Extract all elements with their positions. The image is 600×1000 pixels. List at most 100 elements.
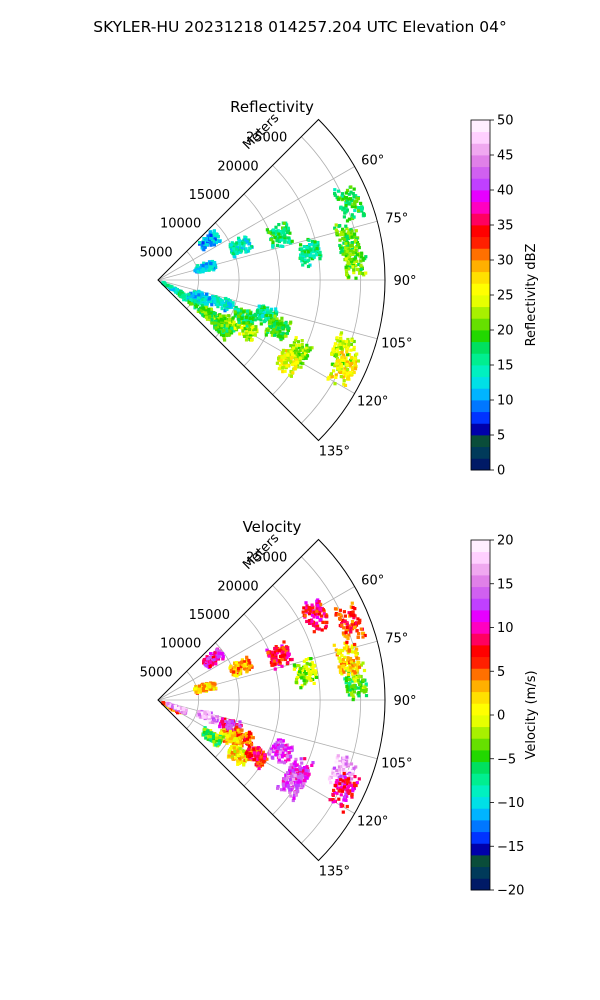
radar-gate	[344, 242, 348, 246]
radar-gate	[201, 313, 205, 317]
radar-gate	[248, 661, 252, 665]
radar-gate	[201, 244, 205, 248]
radar-gate	[212, 243, 216, 247]
radar-gate	[196, 269, 200, 273]
radar-gate	[214, 743, 218, 747]
radar-gate	[334, 353, 339, 357]
radar-gate	[363, 678, 367, 682]
radar-gate	[221, 655, 225, 659]
radar-gate	[217, 319, 221, 323]
radar-gate	[263, 756, 267, 760]
radar-gate	[336, 339, 340, 343]
radar-gate	[340, 621, 344, 626]
radar-gate	[194, 292, 199, 296]
azimuth-tick-label: 105°	[381, 756, 412, 771]
radar-gate	[287, 349, 291, 353]
radar-gate	[241, 740, 245, 744]
radar-gate	[346, 645, 350, 649]
radar-gate	[284, 743, 288, 748]
radar-gate	[236, 325, 240, 329]
radar-gate	[351, 627, 355, 631]
radar-gate	[294, 680, 298, 684]
radar-gate	[247, 747, 251, 751]
radar-gate	[337, 765, 342, 769]
radar-gate	[342, 195, 346, 199]
radar-gate	[304, 601, 308, 605]
radar-gate	[308, 243, 312, 247]
radar-gate	[320, 628, 324, 632]
radar-gate	[207, 297, 211, 301]
radar-gate	[236, 311, 240, 315]
radar-gate	[341, 631, 345, 635]
radar-gate	[217, 330, 221, 334]
radar-gate	[233, 733, 237, 737]
radar-gate	[226, 723, 230, 727]
radar-gate	[344, 191, 348, 195]
radar-gate	[179, 708, 184, 712]
radar-gate	[302, 670, 306, 674]
radar-gate	[296, 365, 300, 369]
radar-gate	[339, 333, 343, 337]
radar-gate	[229, 747, 233, 751]
radar-gate	[333, 790, 337, 795]
radar-gate	[212, 732, 216, 737]
radar-gate	[308, 255, 312, 259]
radar-gate	[193, 269, 197, 273]
radar-gate	[341, 236, 345, 241]
radar-gate	[353, 607, 357, 611]
radar-gate	[275, 740, 279, 745]
radar-gate	[210, 655, 214, 659]
radar-gate	[286, 758, 290, 762]
radar-gate	[350, 366, 354, 370]
radar-gate	[274, 225, 278, 229]
radar-gate	[275, 325, 279, 329]
radar-gate	[339, 778, 343, 782]
radar-gate	[296, 357, 300, 361]
radar-gate	[263, 311, 267, 315]
radar-gate	[332, 643, 336, 647]
radar-gate	[355, 781, 359, 785]
radar-gate	[248, 738, 252, 742]
radar-gate	[195, 267, 199, 271]
radar-gate	[343, 666, 348, 670]
radar-gate	[337, 350, 342, 354]
radar-gate	[305, 768, 309, 772]
radar-gate	[242, 241, 246, 245]
colorbar-segment	[471, 306, 490, 319]
radar-gate	[348, 773, 352, 777]
radar-gate	[345, 251, 349, 255]
colorbar-segment	[471, 376, 490, 389]
radar-gate	[287, 240, 291, 244]
radar-gate	[311, 623, 316, 627]
radar-gate	[336, 364, 340, 369]
radar-gate	[297, 343, 302, 347]
radar-gate	[229, 331, 234, 335]
radar-gate	[269, 747, 274, 751]
radar-gate	[347, 648, 351, 652]
radar-gate	[344, 265, 348, 269]
radar-gate	[229, 733, 233, 737]
radar-gate	[216, 298, 220, 302]
radar-gate	[283, 234, 287, 238]
radar-gate	[236, 762, 240, 766]
radar-gate	[343, 374, 347, 378]
radar-gate	[364, 689, 368, 693]
radar-gate	[298, 766, 302, 770]
radar-gate	[215, 733, 219, 737]
radar-gate	[334, 760, 338, 764]
radar-gate	[212, 261, 217, 265]
radar-gate	[316, 624, 320, 628]
radar-gate	[299, 256, 303, 260]
radar-gate	[278, 329, 282, 333]
radar-gate	[344, 239, 349, 243]
radar-gate	[224, 719, 228, 723]
radar-gate	[341, 810, 345, 814]
radar-gate	[305, 676, 309, 680]
radar-gate	[313, 246, 317, 250]
radar-gate	[216, 235, 220, 239]
radar-gate	[212, 268, 216, 272]
radar-gate	[353, 208, 357, 213]
colorbar-tick-label: 20	[497, 324, 514, 339]
radar-gate	[298, 768, 302, 772]
radar-gate	[248, 754, 252, 758]
